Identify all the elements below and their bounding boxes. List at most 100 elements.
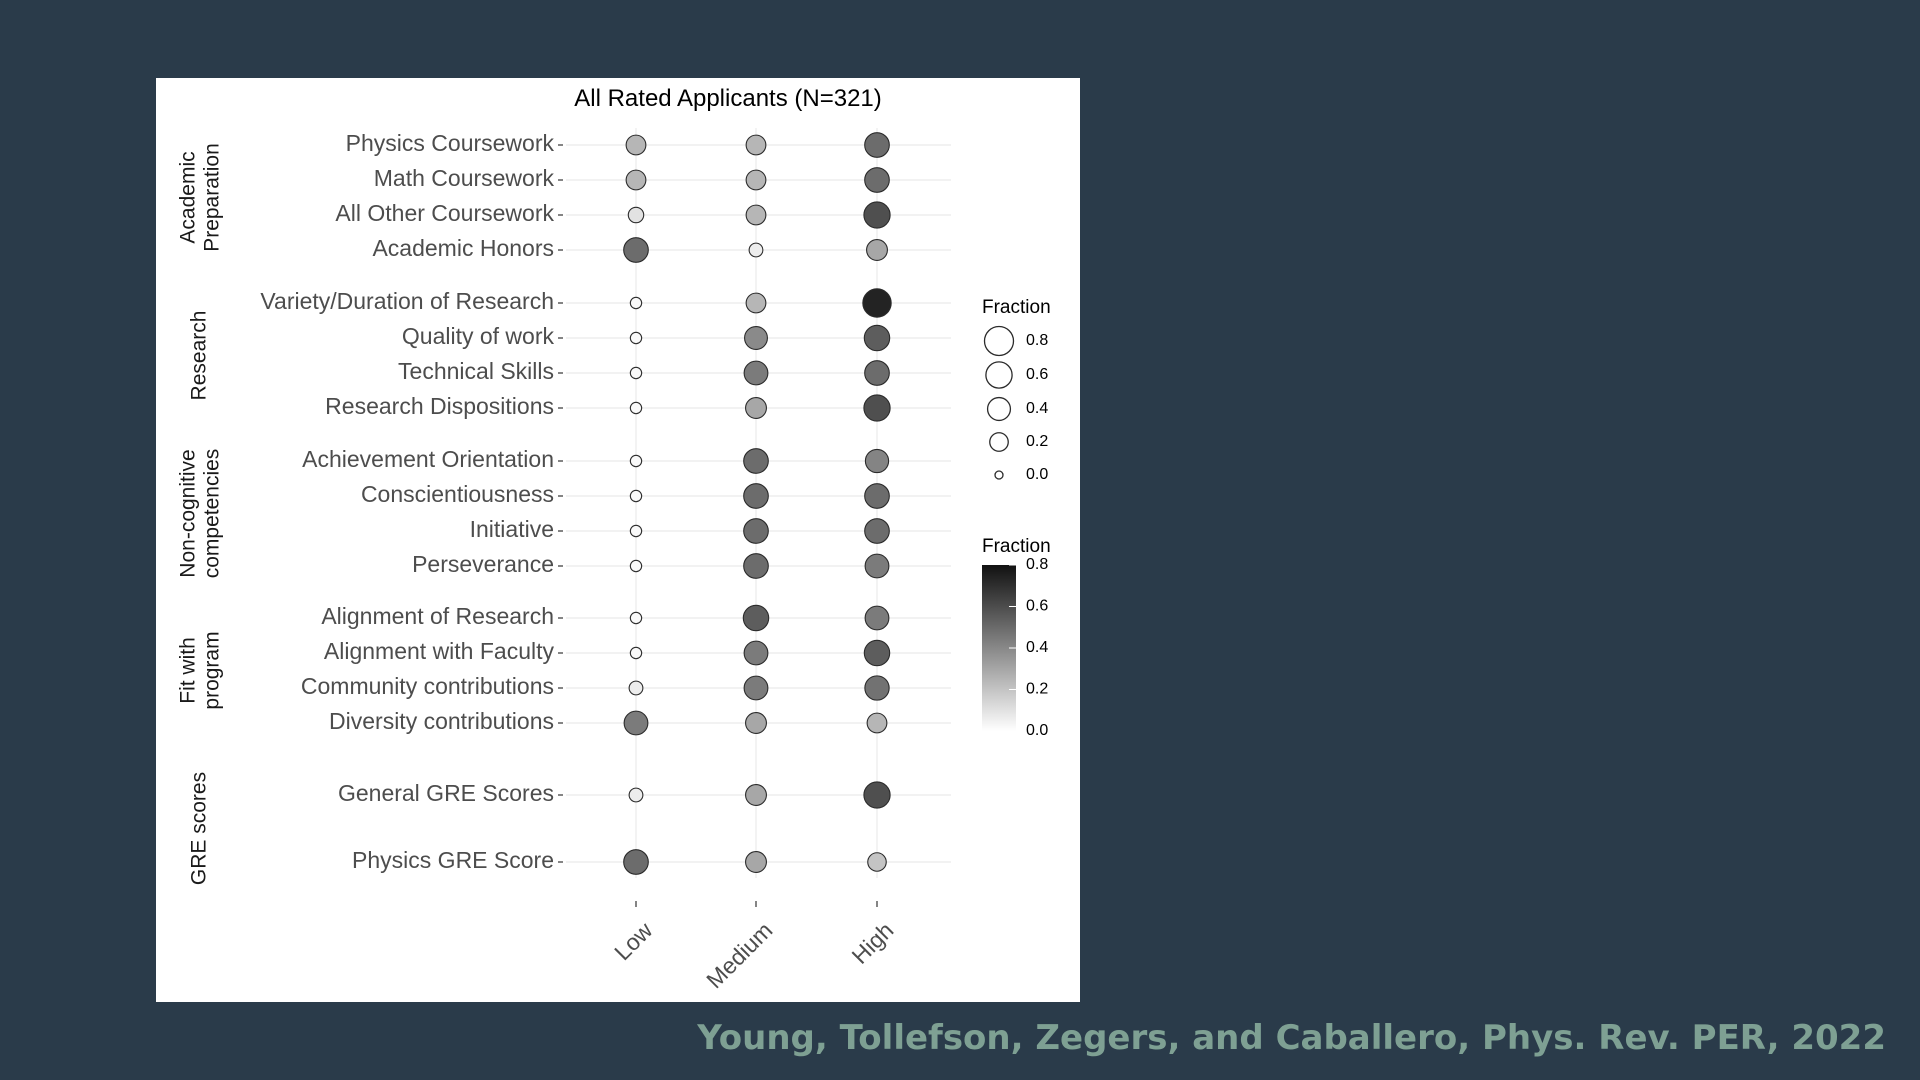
point-academic-honors-high xyxy=(866,239,888,261)
point-technical-skills-medium xyxy=(743,360,769,386)
point-physics-coursework-low xyxy=(625,134,647,156)
point-research-dispositions-high xyxy=(863,394,891,422)
points-layer xyxy=(623,132,892,875)
point-technical-skills-high xyxy=(864,360,890,386)
point-physics-coursework-high xyxy=(864,132,890,158)
point-physics-gre-score-low xyxy=(623,849,649,875)
size-legend: Fraction 0.8 0.6 0.4 0.2 0.0 xyxy=(982,297,1051,483)
point-community-contributions-high xyxy=(864,675,890,701)
x-label-high: High xyxy=(847,917,899,969)
point-math-coursework-high xyxy=(864,167,890,193)
group-label-non-cognitive-competencies: competencies xyxy=(201,449,224,579)
color-legend-label: 0.4 xyxy=(1026,639,1048,656)
point-community-contributions-low xyxy=(628,680,644,696)
point-perseverance-medium xyxy=(743,553,769,579)
point-math-coursework-low xyxy=(625,169,647,191)
point-alignment-with-faculty-high xyxy=(863,639,891,667)
point-alignment-with-faculty-medium xyxy=(743,640,769,666)
point-physics-gre-score-medium xyxy=(745,851,767,873)
color-legend-title: Fraction xyxy=(982,536,1051,557)
size-legend-label: 0.8 xyxy=(1026,332,1048,349)
row-label-perseverance: Perseverance xyxy=(412,551,554,577)
size-legend-key xyxy=(983,325,1015,357)
chart-panel: All Rated Applicants (N=321) Academic Pre… xyxy=(156,78,1080,1002)
size-legend-label: 0.4 xyxy=(1026,400,1048,417)
point-achievement-orientation-low xyxy=(629,454,643,468)
color-legend-label: 0.2 xyxy=(1026,681,1048,698)
row-label-all-other-coursework: All Other Coursework xyxy=(335,200,554,226)
row-label-achievement-orientation: Achievement Orientation xyxy=(302,446,554,472)
point-conscientiousness-low xyxy=(629,489,643,503)
point-variety-duration-of-research-high xyxy=(862,288,892,318)
row-labels: Physics Coursework Math Coursework All Oth… xyxy=(260,130,563,873)
group-label-academic-preparation: Academic xyxy=(177,151,200,243)
point-quality-of-work-high xyxy=(863,324,891,352)
point-diversity-contributions-medium xyxy=(745,712,767,734)
color-legend-label: 0.8 xyxy=(1026,556,1048,573)
group-label-academic-preparation: Preparation xyxy=(201,143,224,252)
row-label-community-contributions: Community contributions xyxy=(301,673,554,699)
row-label-alignment-of-research: Alignment of Research xyxy=(321,603,554,629)
point-conscientiousness-high xyxy=(864,483,890,509)
row-label-conscientiousness: Conscientiousness xyxy=(361,481,554,507)
point-all-other-coursework-high xyxy=(863,201,891,229)
row-label-quality-of-work: Quality of work xyxy=(402,323,555,349)
color-legend-label: 0.6 xyxy=(1026,598,1048,615)
point-general-gre-scores-medium xyxy=(745,784,767,806)
point-general-gre-scores-high xyxy=(863,781,891,809)
point-general-gre-scores-low xyxy=(628,787,644,803)
point-technical-skills-low xyxy=(629,366,643,380)
row-label-math-coursework: Math Coursework xyxy=(374,165,555,191)
size-legend-title: Fraction xyxy=(982,297,1051,318)
row-label-technical-skills: Technical Skills xyxy=(398,358,554,384)
size-legend-key xyxy=(994,470,1004,480)
point-all-other-coursework-medium xyxy=(745,204,767,226)
point-community-contributions-medium xyxy=(743,675,769,701)
size-legend-label: 0.6 xyxy=(1026,366,1048,383)
point-academic-honors-medium xyxy=(748,242,764,258)
size-legend-label: 0.0 xyxy=(1026,466,1048,483)
point-alignment-with-faculty-low xyxy=(629,646,643,660)
point-perseverance-low xyxy=(629,559,643,573)
citation: Young, Tollefson, Zegers, and Caballero,… xyxy=(697,1018,1886,1058)
row-label-diversity-contributions: Diversity contributions xyxy=(329,708,554,734)
point-all-other-coursework-low xyxy=(627,206,645,224)
group-label-fit-with-program: Fit with xyxy=(177,637,200,704)
point-research-dispositions-medium xyxy=(745,397,767,419)
point-initiative-medium xyxy=(743,518,769,544)
group-label-research: Research xyxy=(188,311,211,401)
row-label-initiative: Initiative xyxy=(470,516,554,542)
row-label-variety-duration-of-research: Variety/Duration of Research xyxy=(260,288,554,314)
row-label-research-dispositions: Research Dispositions xyxy=(325,393,554,419)
point-quality-of-work-low xyxy=(629,331,643,345)
row-label-alignment-with-faculty: Alignment with Faculty xyxy=(324,638,555,664)
point-initiative-high xyxy=(864,518,890,544)
size-legend-label: 0.2 xyxy=(1026,433,1048,450)
point-research-dispositions-low xyxy=(629,401,643,415)
point-initiative-low xyxy=(629,524,643,538)
color-legend-label: 0.0 xyxy=(1026,722,1048,739)
size-legend-key xyxy=(986,396,1012,422)
size-legend-key xyxy=(989,432,1009,452)
group-label-fit-with-program: program xyxy=(201,631,224,709)
point-conscientiousness-medium xyxy=(743,483,769,509)
row-label-physics-coursework: Physics Coursework xyxy=(346,130,555,156)
point-achievement-orientation-high xyxy=(864,448,890,474)
point-variety-duration-of-research-medium xyxy=(745,292,767,314)
point-diversity-contributions-low xyxy=(623,710,649,736)
point-physics-gre-score-high xyxy=(867,852,887,872)
point-quality-of-work-medium xyxy=(744,326,768,350)
chart-title: All Rated Applicants (N=321) xyxy=(574,85,882,112)
point-diversity-contributions-high xyxy=(866,712,888,734)
x-label-low: Low xyxy=(609,917,657,965)
x-axis: Low Medium High xyxy=(609,901,898,993)
point-physics-coursework-medium xyxy=(745,134,767,156)
group-label-gre-scores: GRE scores xyxy=(188,772,211,885)
point-variety-duration-of-research-low xyxy=(629,296,643,310)
row-label-physics-gre-score: Physics GRE Score xyxy=(352,847,554,873)
point-math-coursework-medium xyxy=(745,169,767,191)
point-alignment-of-research-high xyxy=(864,605,890,631)
point-alignment-of-research-medium xyxy=(742,604,770,632)
x-label-medium: Medium xyxy=(701,917,777,993)
bubble-chart: All Rated Applicants (N=321) Academic Pre… xyxy=(177,85,1051,993)
